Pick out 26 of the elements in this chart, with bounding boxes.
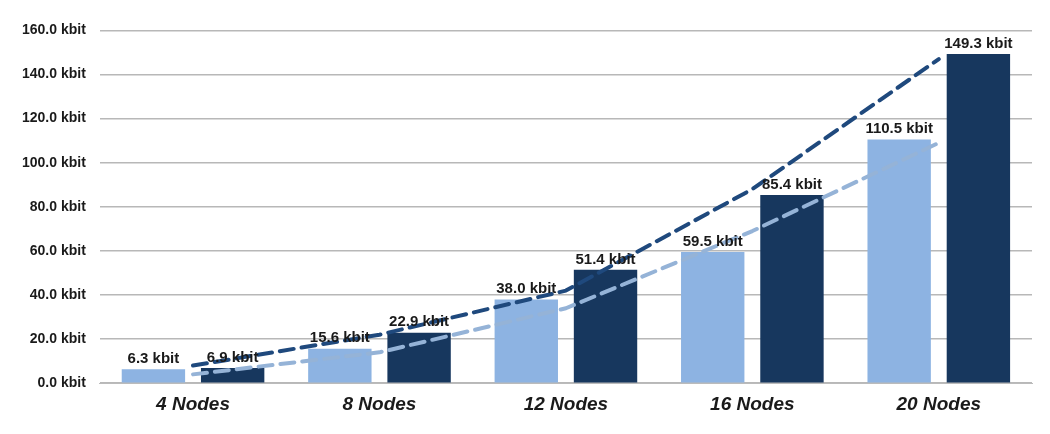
bar [121,369,186,383]
data-label: 59.5 kbit [682,231,743,249]
data-label: 6.3 kbit [127,348,180,366]
bar [946,53,1011,383]
y-tick-label: 100.0 kbit [21,153,87,170]
x-tick-label: 20 Nodes [895,392,982,414]
y-tick-label: 0.0 kbit [37,374,87,391]
y-tick-label: 120.0 kbit [21,109,87,126]
y-tick-label: 20.0 kbit [29,329,87,346]
y-tick-label: 60.0 kbit [29,241,87,258]
line-series [191,57,941,368]
data-label: 149.3 kbit [944,33,1013,51]
bar [387,332,451,383]
data-label: 38.0 kbit [496,279,557,297]
x-tick-label: 8 Nodes [342,392,417,414]
x-tick-label: 12 Nodes [523,392,609,414]
x-tick-label: 4 Nodes [155,392,230,414]
x-tick-label: 16 Nodes [710,392,795,414]
bar [760,194,824,383]
bar [573,269,638,383]
y-tick-label: 140.0 kbit [21,65,87,82]
y-tick-label: 40.0 kbit [29,285,87,302]
data-label: 110.5 kbit [865,119,933,137]
data-label: 85.4 kbit [761,174,822,192]
y-tick-label: 160.0 kbit [21,21,87,38]
y-tick-label: 80.0 kbit [29,197,87,214]
